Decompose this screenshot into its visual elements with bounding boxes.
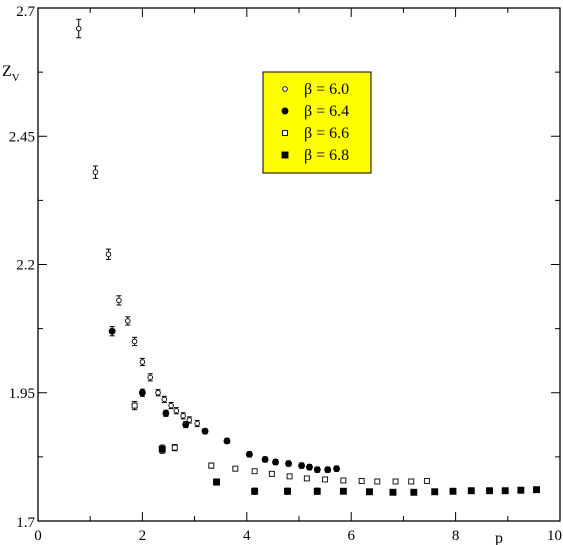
data-point (284, 487, 291, 495)
legend-item: β = 6.8 (281, 147, 349, 164)
data-point (358, 478, 365, 484)
data-point (431, 488, 439, 496)
legend-marker (281, 107, 289, 115)
data-point (168, 402, 174, 409)
x-tick-label: 6 (347, 528, 355, 544)
data-point (223, 437, 231, 445)
data-point (486, 487, 493, 495)
data-point (161, 396, 168, 403)
y-tick-label: 1.95 (9, 386, 35, 402)
data-point (208, 462, 215, 469)
legend: β = 6.0 β = 6.4 β = 6.6 β = 6.8 (262, 71, 372, 174)
data-point (408, 478, 415, 485)
legend-marker (282, 130, 288, 136)
legend-label: β = 6.6 (304, 125, 349, 142)
axis-tick-labels: 0 2 4 6 8 10 1.7 1.95 2.2 2.45 2.7 (9, 4, 562, 544)
legend-label: β = 6.4 (304, 103, 349, 120)
data-point (155, 390, 161, 396)
data-point (467, 487, 475, 495)
data-point (517, 486, 525, 494)
data-point (322, 476, 329, 483)
data-point (138, 389, 146, 397)
data-point (286, 473, 293, 480)
data-point (533, 486, 540, 494)
axis-ticks (37, 7, 561, 522)
data-point (147, 374, 153, 381)
data-point (131, 338, 138, 345)
data-point (251, 468, 258, 475)
legend-item: β = 6.0 (282, 81, 349, 98)
data-point (285, 460, 293, 467)
data-point (173, 407, 180, 414)
series-0 (75, 18, 200, 428)
data-point (116, 297, 122, 304)
data-point (324, 466, 332, 474)
data-point (232, 465, 239, 472)
x-tick-label: 0 (34, 528, 42, 544)
data-point (389, 488, 397, 496)
data-point (313, 466, 321, 474)
data-point (213, 478, 220, 486)
data-point (92, 169, 99, 175)
data-point (180, 413, 186, 419)
data-point (251, 487, 259, 495)
series-2 (131, 400, 430, 485)
legend-marker (282, 86, 288, 92)
legend-items: β = 6.0 β = 6.4 β = 6.6 β = 6.8 (281, 81, 349, 164)
y-axis-label-main: Z (2, 63, 12, 80)
y-tick-label: 2.45 (9, 129, 35, 145)
data-point (410, 488, 418, 496)
y-tick-label: 1.7 (16, 515, 35, 531)
data-point (423, 478, 430, 484)
data-point (125, 318, 131, 324)
data-point (158, 445, 166, 453)
x-tick-label: 4 (243, 528, 251, 544)
legend-box (262, 71, 372, 174)
data-point (182, 421, 190, 429)
data-point (162, 409, 170, 417)
data-point (449, 487, 457, 495)
legend-marker (281, 151, 289, 159)
y-axis-label-subscript: V (12, 72, 20, 84)
x-tick-label: 10 (547, 528, 562, 544)
legend-item: β = 6.6 (282, 125, 349, 142)
data-point (105, 251, 112, 257)
data-point (392, 478, 399, 485)
x-tick-label: 2 (139, 528, 147, 544)
y-axis-label: ZV (2, 63, 20, 84)
data-point (186, 417, 193, 423)
data-point (339, 487, 347, 495)
legend-label: β = 6.0 (304, 81, 349, 98)
data-point (272, 458, 279, 466)
data-point (305, 463, 313, 471)
data-point (108, 327, 116, 335)
data-point (194, 420, 200, 427)
series-3 (158, 444, 540, 496)
data-point (261, 455, 269, 463)
data-point (245, 450, 253, 458)
data-point (340, 477, 347, 484)
data-point (313, 487, 321, 495)
series-1 (108, 326, 341, 474)
data-point (131, 402, 138, 409)
data-point (501, 487, 509, 495)
y-tick-label: 2.2 (16, 258, 35, 274)
data-point (303, 475, 310, 482)
data-point (374, 478, 381, 485)
data-point (139, 359, 146, 365)
x-tick-label: 8 (452, 528, 460, 544)
data-point (201, 427, 209, 435)
x-axis-label: p (495, 530, 503, 545)
y-tick-label: 2.7 (16, 4, 35, 20)
data-point (171, 444, 178, 451)
data-point (268, 470, 275, 477)
data-point (75, 25, 82, 32)
legend-item: β = 6.4 (281, 103, 349, 120)
legend-label: β = 6.8 (304, 147, 349, 164)
data-point (298, 462, 306, 470)
data-point (333, 465, 341, 473)
data-point (366, 488, 373, 496)
data-marks (75, 18, 540, 496)
